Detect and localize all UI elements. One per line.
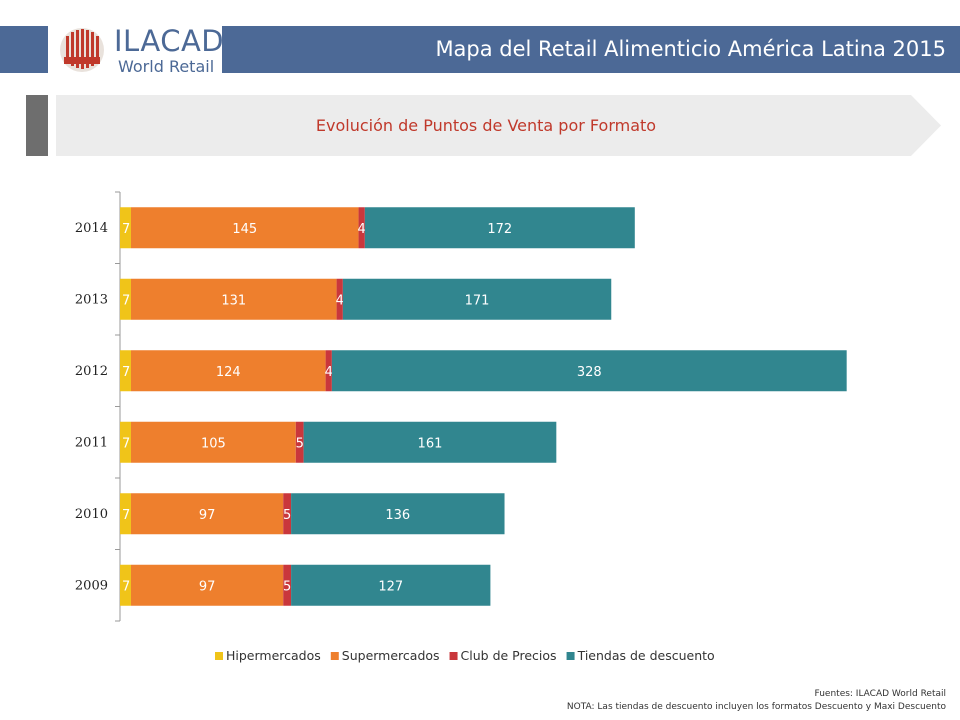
- footer-source: Fuentes: ILACAD World Retail: [814, 689, 946, 699]
- data-label: 131: [221, 293, 246, 308]
- bar-segment: [295, 421, 304, 463]
- bar-segment: [358, 207, 365, 249]
- data-label: 7: [122, 436, 130, 451]
- bar-segment: [331, 350, 847, 392]
- y-tick-label: 2010: [75, 507, 108, 522]
- bar-segment: [291, 493, 505, 535]
- bar-segment: [325, 350, 332, 392]
- legend-label: Supermercados: [342, 648, 440, 663]
- legend-swatch: [215, 652, 223, 660]
- bar-segment: [130, 421, 296, 463]
- data-label: 5: [283, 579, 291, 594]
- legend-label: Club de Precios: [461, 648, 557, 663]
- data-label: 7: [122, 222, 130, 237]
- bar-segment: [130, 350, 326, 392]
- logo: ILACAD World Retail: [58, 20, 224, 78]
- footer-note: NOTA: Las tiendas de descuento incluyen …: [566, 702, 946, 712]
- section-banner: [56, 95, 941, 156]
- globe-icon: [60, 28, 104, 72]
- bar-segment: [120, 207, 131, 249]
- data-label: 4: [358, 222, 366, 237]
- data-label: 4: [336, 293, 344, 308]
- y-tick-label: 2009: [75, 578, 108, 593]
- section-title: Evolución de Puntos de Venta por Formato: [315, 116, 657, 135]
- footer: Fuentes: ILACAD World Retail NOTA: Las t…: [567, 688, 946, 714]
- bar-segment: [342, 278, 612, 320]
- data-label: 124: [216, 365, 241, 380]
- logo-subtitle: World Retail: [118, 57, 215, 76]
- data-label: 7: [122, 365, 130, 380]
- data-label: 127: [378, 579, 403, 594]
- data-label: 97: [199, 579, 216, 594]
- bar-segment: [283, 493, 292, 535]
- bar-segment: [130, 207, 359, 249]
- page-title: Mapa del Retail Alimenticio América Lati…: [435, 37, 946, 61]
- data-label: 136: [385, 508, 410, 523]
- y-tick-label: 2012: [75, 364, 108, 379]
- chart: 2014 7 145 4 172 2013 7 131 4 171 2012 7 124 4 328 2011…: [75, 191, 847, 663]
- section-marker: [26, 95, 48, 156]
- data-label: 172: [487, 222, 512, 237]
- bar-segment: [120, 278, 131, 320]
- data-label: 105: [201, 436, 226, 451]
- bar-segment: [364, 207, 635, 249]
- data-label: 5: [283, 508, 291, 523]
- data-label: 171: [465, 293, 490, 308]
- bar-segment: [291, 564, 491, 606]
- header-bar-left: [0, 26, 48, 73]
- data-label: 7: [122, 293, 130, 308]
- bar-segment: [283, 564, 292, 606]
- logo-name: ILACAD: [114, 24, 225, 58]
- y-tick-label: 2011: [75, 435, 108, 450]
- y-tick-label: 2013: [75, 292, 108, 307]
- data-label: 4: [325, 365, 333, 380]
- legend-swatch: [449, 652, 458, 660]
- bar-segment: [120, 350, 131, 392]
- bar-segment: [120, 493, 131, 535]
- legend-swatch: [330, 652, 339, 660]
- data-label: 7: [122, 508, 130, 523]
- data-label: 328: [577, 365, 602, 380]
- bar-segment: [336, 278, 343, 320]
- legend-label: Hipermercados: [226, 648, 321, 663]
- bar-segment: [303, 421, 557, 463]
- bar-segment: [130, 278, 337, 320]
- bar-segment: [130, 493, 284, 535]
- data-label: 161: [418, 436, 443, 451]
- data-label: 5: [296, 436, 304, 451]
- legend-swatch: [566, 652, 575, 660]
- bar-segment: [130, 564, 284, 606]
- y-tick-label: 2014: [75, 221, 108, 236]
- legend-label: Tiendas de descuento: [577, 648, 715, 663]
- data-label: 7: [122, 579, 130, 594]
- bar-segment: [120, 564, 131, 606]
- data-label: 97: [199, 508, 216, 523]
- header-bar: [222, 26, 960, 73]
- bar-segment: [120, 421, 131, 463]
- data-label: 145: [232, 222, 257, 237]
